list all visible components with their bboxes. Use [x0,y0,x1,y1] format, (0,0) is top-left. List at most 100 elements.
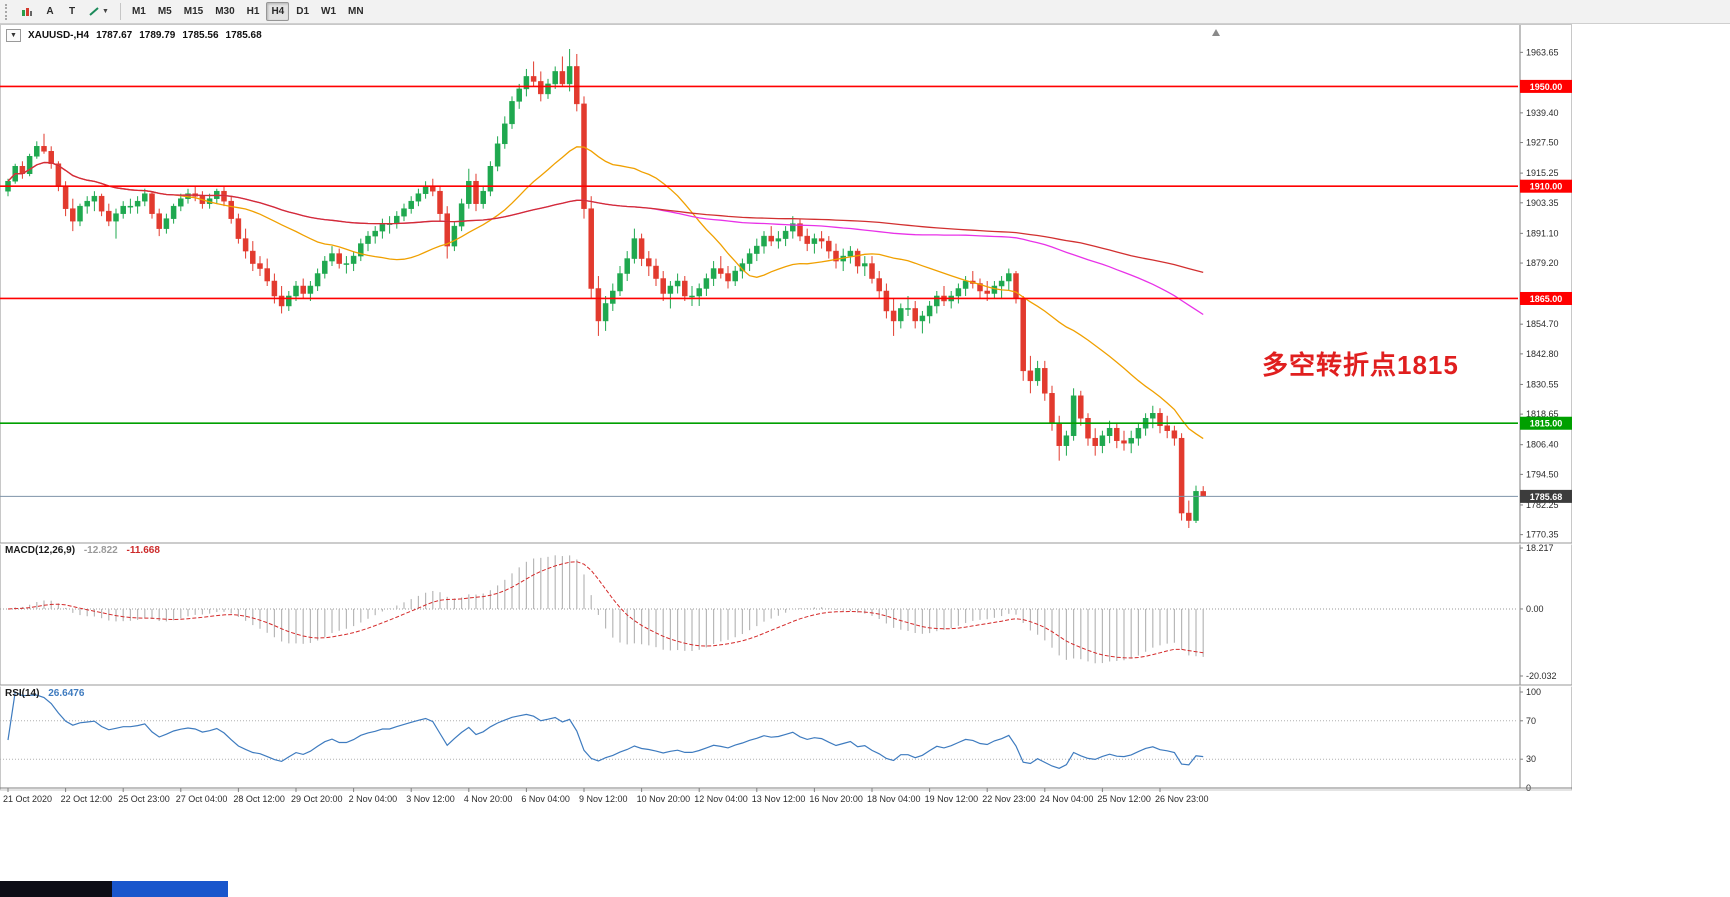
svg-text:18.217: 18.217 [1526,543,1554,553]
svg-text:12 Nov 04:00: 12 Nov 04:00 [694,794,748,804]
svg-text:28 Oct 12:00: 28 Oct 12:00 [233,794,285,804]
svg-text:1915.25: 1915.25 [1526,168,1559,178]
chart-area: 1963.65 1939.40 1927.50 1915.25 1903.35 1891.… [0,24,1730,881]
timeframe-button-m1[interactable]: M1 [127,2,151,21]
svg-text:10 Nov 20:00: 10 Nov 20:00 [637,794,691,804]
svg-text:1910.00: 1910.00 [1530,182,1563,192]
one-click-trading-toggle[interactable]: ▼ [6,29,21,42]
svg-text:1963.65: 1963.65 [1526,47,1559,57]
taskbar-fragment [0,881,228,897]
timeframe-button-h4[interactable]: H4 [266,2,290,21]
macd-indicator-label: MACD(12,26,9) -12.822 -11.668 [5,545,160,556]
svg-text:25 Nov 12:00: 25 Nov 12:00 [1097,794,1151,804]
rsi-name: RSI(14) [5,688,40,699]
ma-slow-line [7,161,1204,274]
toolbar-grip[interactable] [5,3,10,20]
svg-text:1815.00: 1815.00 [1530,419,1563,429]
taskbar-segment-dark[interactable] [0,881,112,897]
svg-text:27 Oct 04:00: 27 Oct 04:00 [176,794,228,804]
svg-text:3 Nov 12:00: 3 Nov 12:00 [406,794,455,804]
svg-text:1854.70: 1854.70 [1526,319,1559,329]
svg-text:6 Nov 04:00: 6 Nov 04:00 [521,794,570,804]
svg-text:1939.40: 1939.40 [1526,108,1559,118]
price-axis-badges: 1950.00 1910.00 1865.00 1815.00 1785.68 [1520,79,1572,503]
ma-medium-line [7,161,1204,316]
timeframe-button-h1[interactable]: H1 [242,2,265,21]
annotation-text[interactable]: 多空转折点1815 [1262,350,1459,380]
svg-text:26 Nov 23:00: 26 Nov 23:00 [1155,794,1209,804]
macd-signal-value: -11.668 [126,545,160,556]
svg-text:22 Nov 23:00: 22 Nov 23:00 [982,794,1036,804]
svg-text:18 Nov 04:00: 18 Nov 04:00 [867,794,921,804]
svg-text:4 Nov 20:00: 4 Nov 20:00 [464,794,513,804]
svg-text:1770.35: 1770.35 [1526,530,1559,540]
svg-text:1903.35: 1903.35 [1526,198,1559,208]
svg-text:30: 30 [1526,754,1536,764]
timeframe-button-m15[interactable]: M15 [179,2,208,21]
horizontal-lines-layer [0,85,1518,425]
chart-tool-button[interactable] [16,2,38,21]
shapes-icon [89,7,99,16]
svg-text:1794.50: 1794.50 [1526,469,1559,479]
svg-text:29 Oct 20:00: 29 Oct 20:00 [291,794,343,804]
svg-text:9 Nov 12:00: 9 Nov 12:00 [579,794,628,804]
text-label-tool-button[interactable]: T [62,2,82,21]
chart-ohlc-header: ▼ XAUUSD-,H4 1787.67 1789.79 1785.56 178… [6,29,262,42]
svg-text:2 Nov 04:00: 2 Nov 04:00 [349,794,398,804]
svg-text:1785.68: 1785.68 [1530,492,1563,502]
timeframe-button-m30[interactable]: M30 [210,2,239,21]
taskbar-segment-blue[interactable] [112,881,228,897]
bar-open-value: 1787.67 [96,30,133,41]
svg-text:70: 70 [1526,716,1536,726]
timeframe-button-d1[interactable]: D1 [291,2,314,21]
svg-text:1927.50: 1927.50 [1526,138,1559,148]
bar-high-value: 1789.79 [139,30,176,41]
time-axis[interactable]: 21 Oct 2020 22 Oct 12:00 25 Oct 23:00 27 Oc… [3,788,1209,804]
svg-text:13 Nov 12:00: 13 Nov 12:00 [752,794,806,804]
rsi-line [7,691,1204,769]
bar-low-value: 1785.56 [182,30,219,41]
macd-name: MACD(12,26,9) [5,545,76,556]
svg-text:0.00: 0.00 [1526,604,1544,614]
svg-text:100: 100 [1526,687,1541,697]
svg-text:1782.25: 1782.25 [1526,500,1559,510]
svg-text:1891.10: 1891.10 [1526,228,1559,238]
svg-text:1865.00: 1865.00 [1530,294,1563,304]
timeframe-button-m5[interactable]: M5 [153,2,177,21]
svg-text:1818.65: 1818.65 [1526,409,1559,419]
bar-close-value: 1785.68 [225,30,262,41]
macd-signal-line [7,561,1204,659]
svg-text:24 Nov 04:00: 24 Nov 04:00 [1040,794,1094,804]
moving-averages-layer [7,146,1204,440]
svg-text:1806.40: 1806.40 [1526,440,1559,450]
timeframe-button-w1[interactable]: W1 [316,2,341,21]
svg-text:1879.20: 1879.20 [1526,258,1559,268]
chart-icon [22,7,32,16]
svg-text:25 Oct 23:00: 25 Oct 23:00 [118,794,170,804]
rsi-value: 26.6476 [48,688,85,699]
toolbar-separator [119,3,121,20]
ma-fast-line [7,146,1204,440]
price-axis[interactable]: 1963.65 1939.40 1927.50 1915.25 1903.35 1891.… [1520,47,1559,540]
svg-text:1950.00: 1950.00 [1530,82,1563,92]
svg-text:16 Nov 20:00: 16 Nov 20:00 [809,794,863,804]
svg-text:1830.55: 1830.55 [1526,379,1559,389]
objects-dropdown-button[interactable]: ▼ [84,2,114,21]
svg-text:-20.032: -20.032 [1526,671,1557,681]
chevron-down-icon: ▼ [102,8,109,15]
candles-layer [5,48,1206,529]
chart-shift-marker-icon[interactable] [1212,29,1220,36]
text-tool-button[interactable]: A [40,2,60,21]
svg-text:1842.80: 1842.80 [1526,349,1559,359]
svg-text:21 Oct 2020: 21 Oct 2020 [3,794,52,804]
macd-value: -12.822 [83,545,118,556]
macd-axis[interactable]: 18.217 0.00 -20.032 [1520,543,1557,681]
rsi-indicator-label: RSI(14) 26.6476 [5,688,84,699]
price-chart-canvas[interactable]: 1963.65 1939.40 1927.50 1915.25 1903.35 1891.… [0,24,1730,814]
macd-histogram [14,555,1204,664]
chart-window-border [0,24,1572,791]
timeframe-button-mn[interactable]: MN [343,2,369,21]
svg-text:19 Nov 12:00: 19 Nov 12:00 [925,794,979,804]
